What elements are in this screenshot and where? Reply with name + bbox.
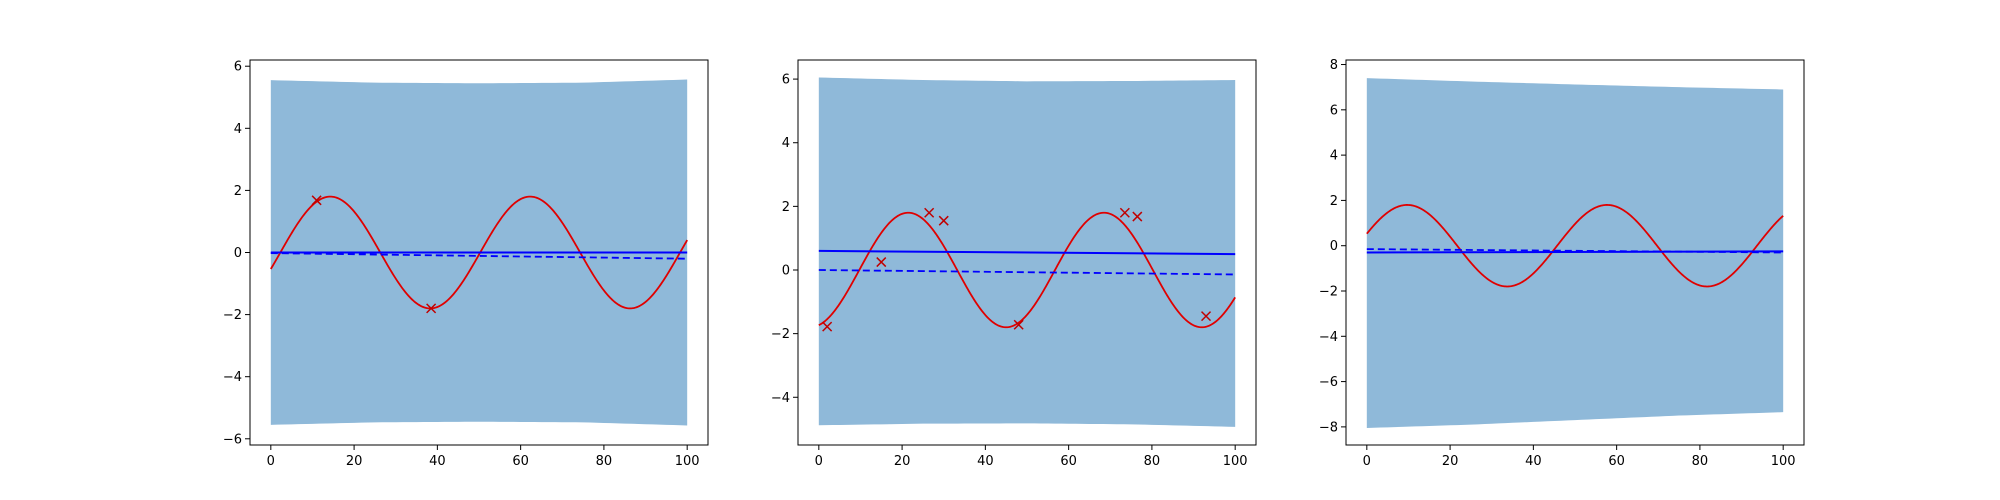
y-tick-label: −2	[223, 308, 242, 323]
x-tick-label: 100	[1771, 454, 1796, 469]
x-tick-label: 60	[1060, 454, 1077, 469]
axes-panel-3: 0 20 40 60 80 100 −8 −6 −4 −2 0 2 4 6 8	[1319, 58, 1805, 469]
y-tick-label: 6	[1330, 103, 1338, 118]
y-tick-label: 2	[1330, 194, 1338, 209]
y-tick-label: 6	[234, 60, 242, 75]
axes-panel-1: 0 20 40 60 80 100 −6 −4 −2 0 2 4 6	[223, 59, 709, 469]
y-tick-label: 4	[234, 122, 242, 137]
y-tick-label: −8	[1319, 420, 1338, 435]
sample-marker	[876, 257, 887, 268]
y-tick-label: 0	[782, 264, 790, 279]
x-tick-label: 40	[429, 454, 446, 469]
x-tick-label: 0	[815, 454, 823, 469]
y-tick-label: −6	[223, 432, 242, 447]
x-tick-label: 60	[512, 454, 529, 469]
posterior-mean-line	[818, 249, 1236, 256]
sample-marker	[938, 215, 949, 226]
sample-marker	[426, 303, 437, 314]
sample-marker	[1132, 211, 1143, 222]
y-tick-label: −6	[1319, 375, 1338, 390]
y-tick-label: −2	[1319, 285, 1338, 300]
x-tick-label: 80	[1692, 454, 1709, 469]
axes-frame	[1345, 59, 1805, 446]
y-tick-label: −2	[771, 327, 790, 342]
x-tick-label: 80	[1144, 454, 1161, 469]
axes-panel-2: 0 20 40 60 80 100 −4 −2 0 2 4 6	[771, 59, 1257, 469]
x-tick-label: 0	[267, 454, 275, 469]
y-tick-label: 4	[1330, 149, 1338, 164]
x-tick-label: 40	[977, 454, 994, 469]
true-function-curve	[818, 211, 1236, 329]
y-tick-label: 0	[234, 246, 242, 261]
x-tick-label: 20	[1442, 454, 1459, 469]
y-tick-label: −4	[771, 391, 790, 406]
prior-mean-dashed-line	[270, 252, 688, 260]
y-tick-label: −4	[223, 370, 242, 385]
x-tick-label: 100	[1223, 454, 1248, 469]
confidence-band	[1366, 78, 1784, 429]
x-tick-label: 0	[1363, 454, 1371, 469]
y-tick-label: 2	[234, 184, 242, 199]
x-tick-label: 20	[894, 454, 911, 469]
sample-marker	[822, 321, 833, 332]
x-tick-label: 60	[1608, 454, 1625, 469]
x-tick-label: 80	[596, 454, 613, 469]
y-tick-label: −4	[1319, 330, 1338, 345]
sample-marker	[1201, 311, 1212, 322]
prior-mean-dashed-line	[1366, 248, 1784, 254]
sample-marker	[1013, 319, 1024, 330]
y-tick-label: 2	[782, 200, 790, 215]
true-function-curve	[1366, 204, 1784, 288]
true-function-curve	[270, 195, 688, 310]
y-tick-label: 6	[782, 73, 790, 88]
axes-frame	[797, 59, 1257, 446]
x-tick-label: 20	[346, 454, 363, 469]
sample-marker	[311, 195, 322, 206]
y-tick-label: 4	[782, 136, 790, 151]
prior-mean-dashed-line	[818, 269, 1236, 276]
sample-marker	[1119, 207, 1130, 218]
y-tick-label: 0	[1330, 239, 1338, 254]
y-tick-label: 8	[1330, 58, 1338, 73]
x-tick-label: 40	[1525, 454, 1542, 469]
x-tick-label: 100	[675, 454, 700, 469]
sample-marker	[924, 207, 935, 218]
